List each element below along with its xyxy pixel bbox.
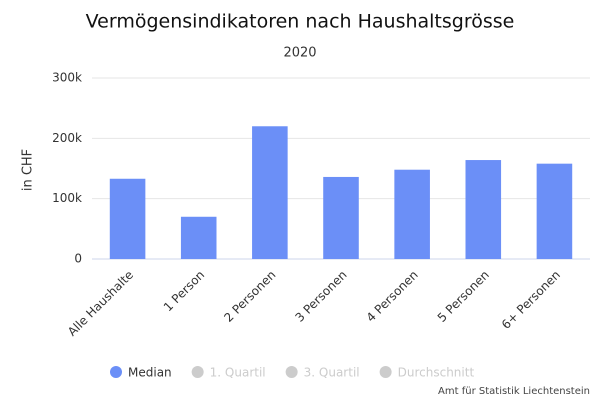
y-tick-label: 300k bbox=[52, 71, 82, 85]
legend-symbol[interactable] bbox=[191, 366, 204, 378]
y-tick-label: 200k bbox=[52, 131, 82, 145]
bar bbox=[109, 178, 146, 259]
x-tick-label: 1 Person bbox=[161, 268, 208, 315]
x-tick-label: 3 Personen bbox=[292, 268, 349, 325]
legend-label[interactable]: Median bbox=[128, 366, 172, 380]
x-tick-label: 2 Personen bbox=[221, 268, 278, 325]
bar bbox=[252, 126, 288, 260]
legend-symbol[interactable] bbox=[110, 366, 122, 378]
legend-symbol[interactable] bbox=[379, 366, 392, 378]
chart-subtitle: 2020 bbox=[283, 46, 316, 61]
legend-label[interactable]: Durchschnitt bbox=[398, 366, 475, 380]
x-tick-label: Alle Haushalte bbox=[65, 268, 136, 339]
x-tick-label: 5 Personen bbox=[435, 268, 492, 325]
bar bbox=[323, 176, 359, 259]
x-tick-label: 4 Personen bbox=[364, 268, 421, 325]
legend-label[interactable]: 3. Quartil bbox=[304, 366, 360, 380]
y-tick-label: 100k bbox=[52, 191, 82, 205]
credits: Amt für Statistik Liechtenstein bbox=[438, 386, 590, 397]
y-axis-title: in CHF bbox=[21, 149, 36, 191]
bar bbox=[465, 160, 502, 259]
x-tick-label: 6+ Personen bbox=[499, 268, 563, 332]
bar bbox=[180, 216, 217, 259]
bar bbox=[536, 163, 573, 259]
y-tick-label: 0 bbox=[74, 252, 82, 266]
legend-label[interactable]: 1. Quartil bbox=[210, 366, 266, 380]
chart-title: Vermögensindikatoren nach Haushaltsgröss… bbox=[86, 11, 515, 33]
bar bbox=[394, 169, 430, 259]
legend-symbol[interactable] bbox=[285, 366, 298, 378]
